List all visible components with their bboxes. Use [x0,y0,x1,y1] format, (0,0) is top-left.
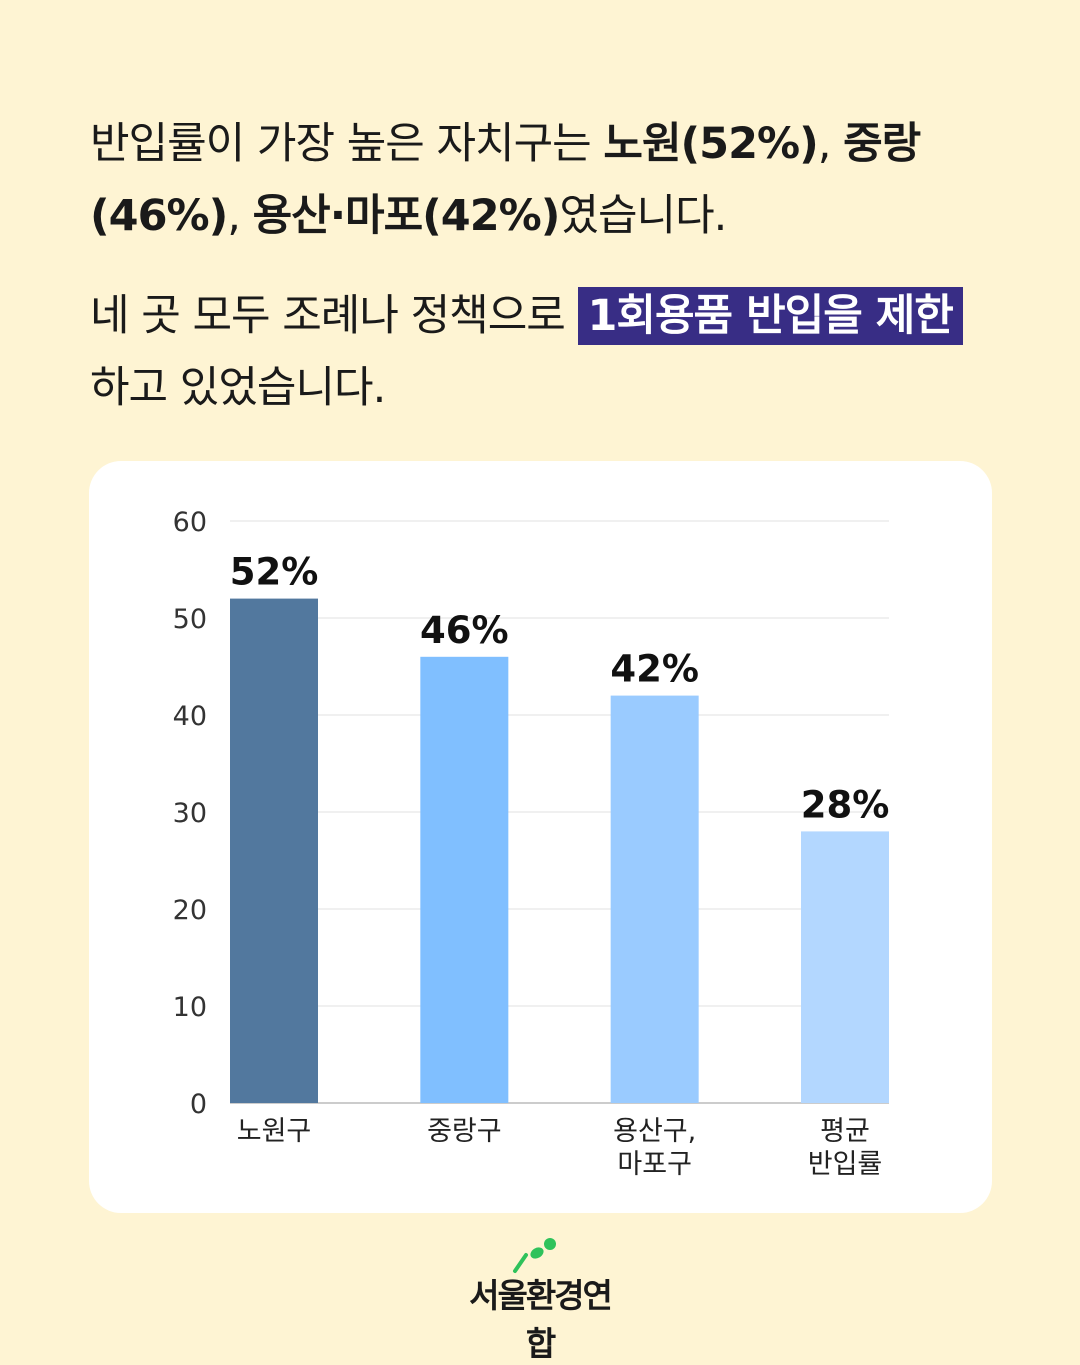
summary-paragraph: 반입률이 가장 높은 자치구는 노원(52%), 중랑 (46%), 용산·마포… [90,108,1000,252]
policy-text-1: 네 곳 모두 조례나 정책으로 [90,291,578,341]
bar [420,656,509,1103]
logo: 서울환경연합 [460,1235,620,1363]
chart-card: 0 10 20 30 40 50 60 52% 노원구 46% 중랑구 42% 용산구, 마포구 28% 평균… [89,461,992,1213]
y-tick-label: 20 [173,895,207,926]
data-label: 46% [420,609,509,652]
y-tick-label: 0 [190,1089,207,1120]
y-tick-label: 10 [173,992,207,1023]
data-label: 42% [610,648,699,691]
summary-bold-yongsan-mapo: 용산·마포(42%) [252,191,561,241]
policy-paragraph: 네 곳 모두 조례나 정책으로 1회용품 반입을 제한 하고 있었습니다. [90,280,1000,424]
policy-text-2: 하고 있었습니다. [90,363,386,413]
x-tick-label: 용산구, [613,1116,696,1147]
bar [801,831,889,1103]
y-tick-label: 60 [173,507,207,538]
summary-bold-jungnang: 중랑 (46%) [90,119,921,241]
summary-text-2: , [817,119,844,169]
summary-text-4: 였습니다. [559,191,727,241]
x-tick-label: 중랑구 [427,1116,502,1147]
x-tick-label: 평균 [820,1116,870,1147]
x-tick-label: 마포구 [617,1149,692,1180]
summary-bold-nowon: 노원(52%) [603,119,818,169]
summary-text-1: 반입률이 가장 높은 자치구는 [90,119,604,169]
logo-text: 서울환경연합 [469,1276,613,1363]
summary-text-3: , [227,191,253,241]
data-label: 28% [801,783,890,826]
y-tick-label: 50 [173,604,207,635]
data-label: 52% [230,551,319,594]
policy-highlight: 1회용품 반입을 제한 [577,287,963,345]
bar [610,695,699,1103]
y-tick-label: 30 [173,798,207,829]
y-tick-label: 40 [173,701,207,732]
x-tick-label: 노원구 [237,1116,312,1147]
sprout-icon [513,1238,556,1273]
bar-chart: 0 10 20 30 40 50 60 52% 노원구 46% 중랑구 42% 용산구,마포구 28% 평균… [173,507,890,1180]
bar [230,598,318,1103]
x-tick-label: 반입률 [808,1149,883,1180]
